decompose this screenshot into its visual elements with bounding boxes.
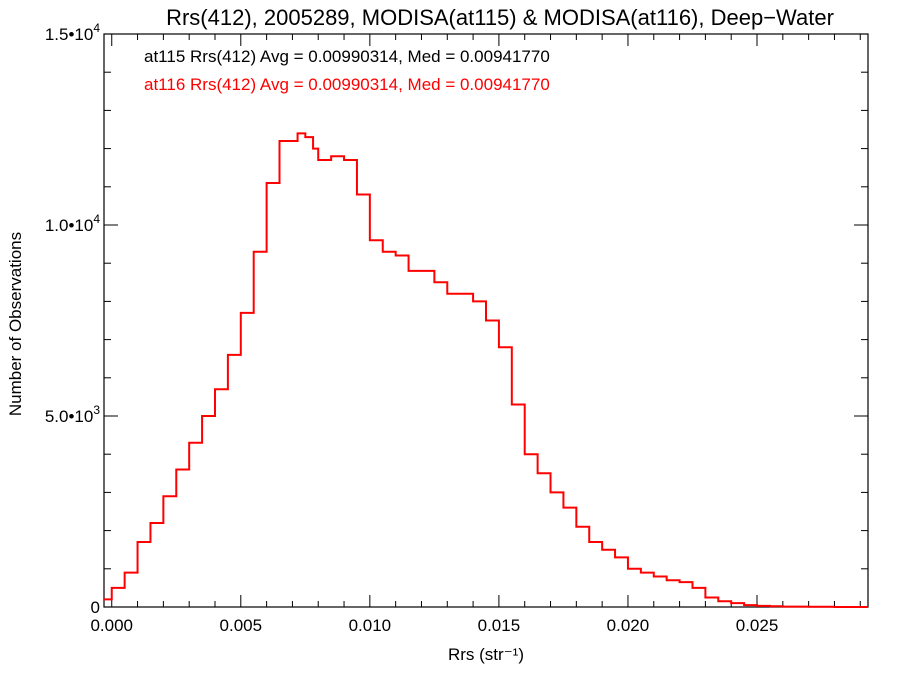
x-tick-label: 0.020 bbox=[607, 616, 650, 635]
stats-annotation-1: at115 Rrs(412) Avg = 0.00990314, Med = 0… bbox=[144, 47, 550, 66]
y-axis-label: Number of Observations bbox=[6, 232, 25, 416]
plot-frame bbox=[103, 33, 869, 608]
x-tick-label: 0.015 bbox=[478, 616, 521, 635]
y-tick-label: 0 bbox=[91, 598, 100, 617]
histogram-series-line bbox=[104, 132, 868, 608]
x-tick-label: 0.010 bbox=[349, 616, 392, 635]
y-tick-label: 1.5•104 bbox=[45, 21, 101, 44]
stats-annotation-2: at116 Rrs(412) Avg = 0.00990314, Med = 0… bbox=[144, 75, 550, 94]
x-axis-label: Rrs (str⁻¹) bbox=[448, 645, 524, 664]
x-tick-label: 0.025 bbox=[736, 616, 779, 635]
y-tick-label: 5.0•103 bbox=[45, 403, 101, 426]
chart-title: Rrs(412), 2005289, MODISA(at115) & MODIS… bbox=[166, 5, 834, 30]
x-tick-label: 0.005 bbox=[220, 616, 263, 635]
y-tick-label: 1.0•104 bbox=[45, 212, 101, 235]
x-tick-label: 0.000 bbox=[90, 616, 133, 635]
